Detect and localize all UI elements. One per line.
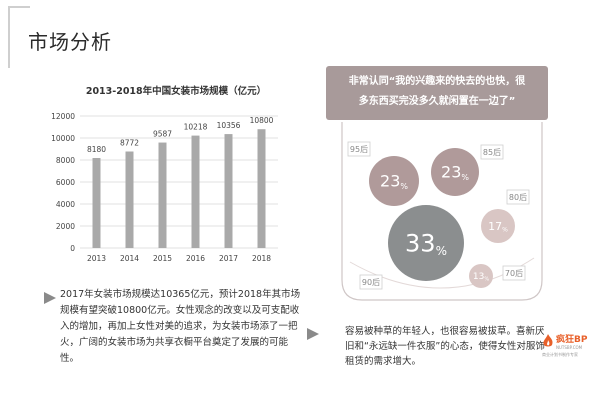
brand-name: 疯狂BP (556, 335, 588, 345)
bullet-arrow-icon (307, 328, 319, 340)
age-group-tag (502, 265, 526, 281)
bar-2014 (125, 151, 134, 248)
y-tick-label: 6000 (56, 178, 75, 187)
brand-tagline: 商业计划书制作专家 (542, 352, 578, 357)
flame-logo-icon (543, 334, 553, 347)
quote-box: 非常认同“我的兴趣来的快去的也快，很 多东西买完没多久就闲置在一边了” (326, 66, 548, 120)
bubble-percent-label: 33% (405, 229, 447, 258)
age-group-label: 95后 (350, 144, 368, 154)
bubble-percent-label: 13% (473, 272, 489, 282)
y-tick-label: 4000 (56, 200, 75, 209)
y-tick-label: 0 (70, 244, 75, 253)
age-group-tag (506, 189, 530, 205)
bar-2018 (257, 129, 266, 248)
age-group-tag (359, 274, 383, 290)
youth-trend-note-text: 容易被种草的年轻人，也很容易被拔草。喜新厌旧和“永远缺一件衣服”的心态，使得女性… (345, 326, 545, 367)
corner-frame-horizontal (8, 6, 30, 8)
bubble-90后 (388, 205, 464, 281)
age-group-label: 85后 (483, 147, 501, 157)
bar-2017 (224, 134, 233, 248)
bar-value-label: 10356 (217, 121, 241, 130)
bubble-95后 (369, 156, 419, 206)
x-tick-label: 2018 (252, 254, 271, 263)
bar-value-label: 9587 (153, 130, 172, 139)
bubble-percent-label: 23% (441, 163, 469, 182)
quote-line-2: 多东西买完没多久就闲置在一边了” (358, 96, 516, 107)
bar-2015 (158, 142, 167, 248)
bar-value-label: 10218 (184, 123, 208, 132)
x-tick-label: 2016 (186, 254, 205, 263)
bubble-container-outline (341, 122, 543, 301)
age-group-label: 70后 (505, 268, 523, 278)
bar-2016 (191, 135, 200, 248)
bullet-arrow-icon (44, 292, 56, 304)
y-tick-label: 10000 (51, 134, 75, 143)
bubble-percent-label: 17% (488, 220, 508, 234)
bar-value-label: 8180 (87, 145, 106, 154)
bar-value-label: 8772 (120, 139, 139, 148)
age-group-tag (480, 144, 504, 160)
age-group-label: 90后 (362, 277, 380, 287)
x-tick-label: 2013 (87, 254, 106, 263)
x-tick-label: 2014 (120, 254, 139, 263)
bar-2013 (92, 158, 101, 248)
page-title: 市场分析 (28, 30, 112, 54)
corner-frame-vertical (8, 6, 10, 68)
x-tick-label: 2017 (219, 254, 238, 263)
youth-trend-note: 容易被种草的年轻人，也很容易被拔草。喜新厌旧和“永远缺一件衣服”的心态，使得女性… (325, 324, 550, 369)
y-tick-label: 12000 (51, 112, 75, 121)
bubble-80后 (481, 209, 515, 243)
bubble-85后 (431, 148, 479, 196)
market-size-note-text: 2017年女装市场规模达10365亿元，预计2018年其市场规模有望突破1080… (60, 289, 301, 364)
x-tick-label: 2015 (153, 254, 172, 263)
bubble-percent-label: 23% (380, 172, 408, 191)
brand-url: NUTSBP.COM (556, 345, 583, 350)
age-group-tag (347, 141, 371, 157)
bubble-70后 (469, 264, 493, 288)
age-group-label: 80后 (509, 192, 527, 202)
y-tick-label: 2000 (56, 222, 75, 231)
market-size-note: 2017年女装市场规模达10365亿元，预计2018年其市场规模有望突破1080… (40, 287, 302, 367)
quote-line-1: 非常认同“我的兴趣来的快去的也快，很 (348, 76, 526, 87)
chart-title: 2013-2018年中国女装市场规模（亿元） (86, 85, 266, 97)
bar-value-label: 10800 (250, 116, 274, 125)
brand-logo: 疯狂BP NUTSBP.COM 商业计划书制作专家 (542, 328, 598, 378)
y-tick-label: 8000 (56, 156, 75, 165)
